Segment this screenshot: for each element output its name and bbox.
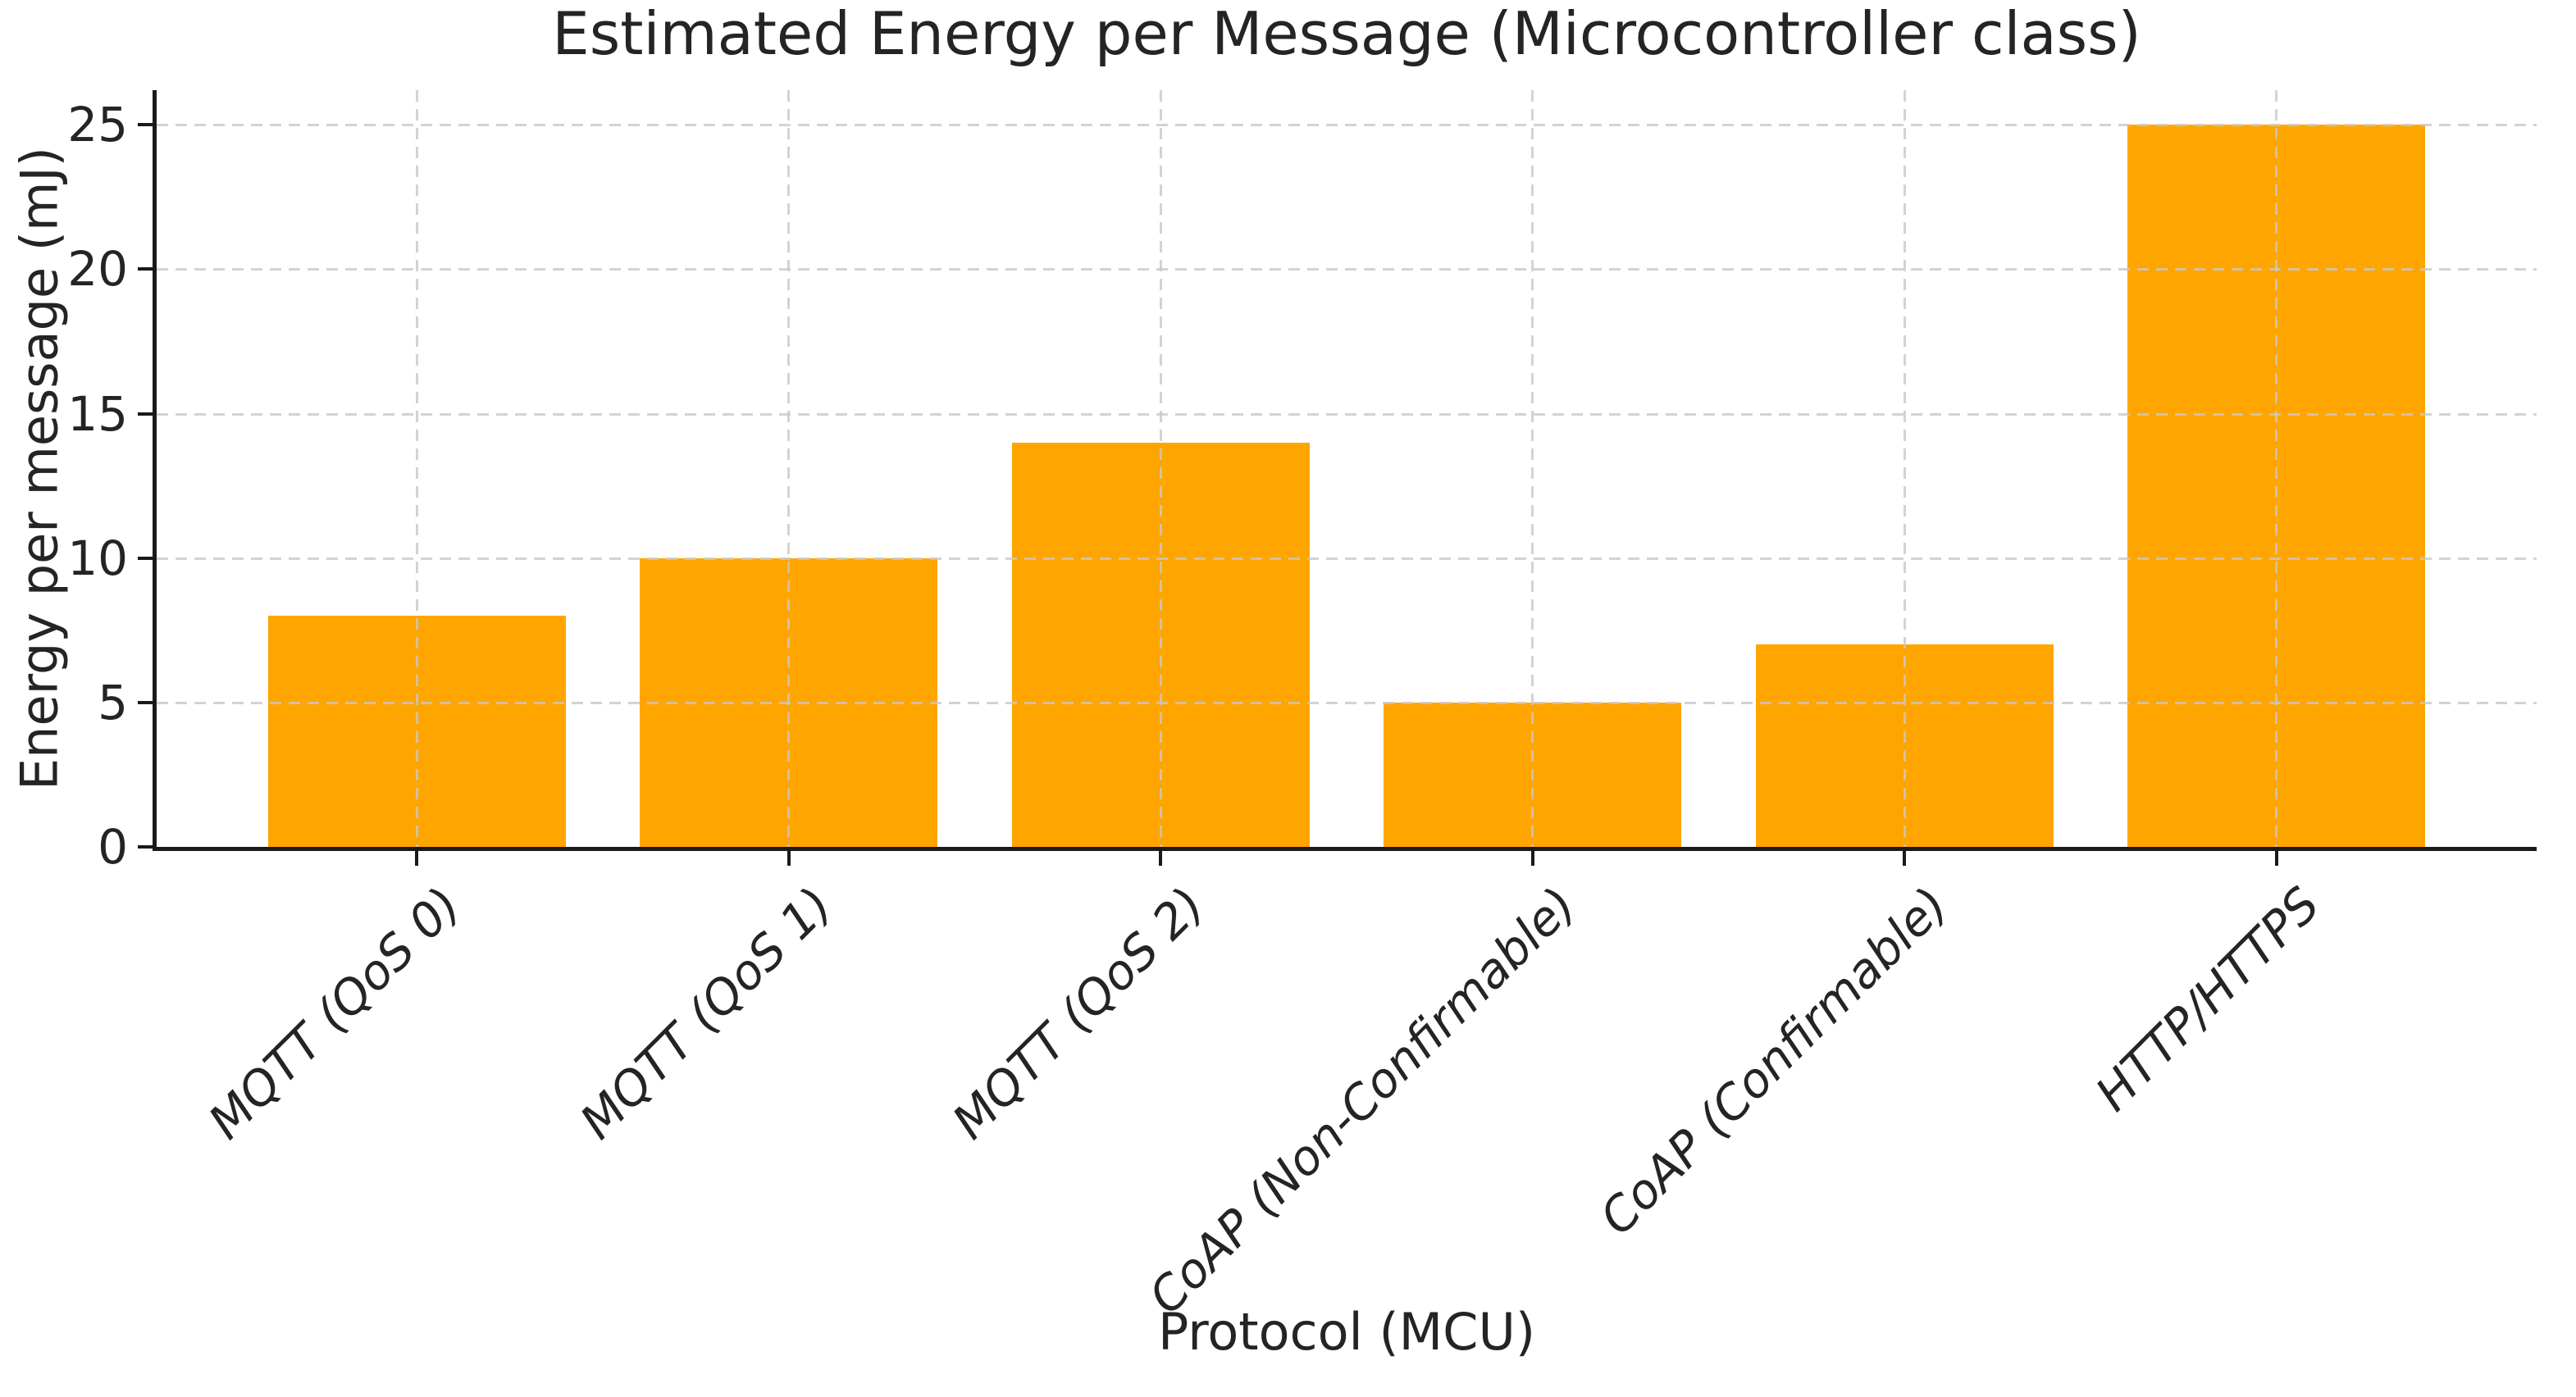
gridline-vertical — [1903, 90, 1906, 847]
y-tick-label: 5 — [98, 674, 128, 730]
gridline-vertical — [787, 90, 791, 847]
y-tick-label: 0 — [98, 819, 128, 875]
gridline-vertical — [1159, 90, 1162, 847]
y-tick-label: 25 — [67, 97, 128, 153]
x-tick-label: MQTT (QoS 2) — [941, 876, 1215, 1150]
x-tick-mark — [1903, 851, 1907, 866]
y-tick-mark — [138, 267, 153, 271]
y-axis-spine — [153, 90, 157, 851]
y-tick-label: 10 — [67, 530, 128, 586]
x-tick-label: MQTT (QoS 1) — [569, 876, 843, 1150]
x-tick-mark — [1530, 851, 1534, 866]
gridline-vertical — [1531, 90, 1534, 847]
y-tick-mark — [138, 123, 153, 127]
x-tick-label: MQTT (QoS 0) — [198, 876, 472, 1150]
plot-area — [157, 90, 2537, 847]
x-axis-label: Protocol (MCU) — [1157, 1302, 1536, 1362]
y-tick-mark — [138, 845, 153, 849]
y-tick-mark — [138, 412, 153, 416]
x-tick-mark — [2274, 851, 2278, 866]
y-tick-mark — [138, 556, 153, 560]
x-tick-mark — [786, 851, 791, 866]
y-tick-label: 20 — [67, 241, 128, 298]
gridline-horizontal — [157, 412, 2537, 416]
x-tick-mark — [1159, 851, 1163, 866]
x-tick-label: HTTP/HTTPS — [2085, 876, 2331, 1122]
chart-title: Estimated Energy per Message (Microcontr… — [552, 0, 2141, 68]
gridline-vertical — [415, 90, 418, 847]
x-tick-mark — [415, 851, 419, 866]
y-axis-label: Energy per message (mJ) — [9, 147, 70, 790]
gridline-horizontal — [157, 557, 2537, 560]
gridline-horizontal — [157, 701, 2537, 704]
y-tick-label: 15 — [67, 385, 128, 442]
gridline-horizontal — [157, 124, 2537, 127]
gridline-vertical — [2275, 90, 2278, 847]
gridline-horizontal — [157, 268, 2537, 271]
x-tick-label: CoAP (Non-Confirmable) — [1138, 876, 1587, 1326]
y-tick-mark — [138, 700, 153, 704]
x-tick-label: CoAP (Confirmable) — [1589, 876, 1959, 1246]
x-axis-spine — [153, 847, 2537, 851]
